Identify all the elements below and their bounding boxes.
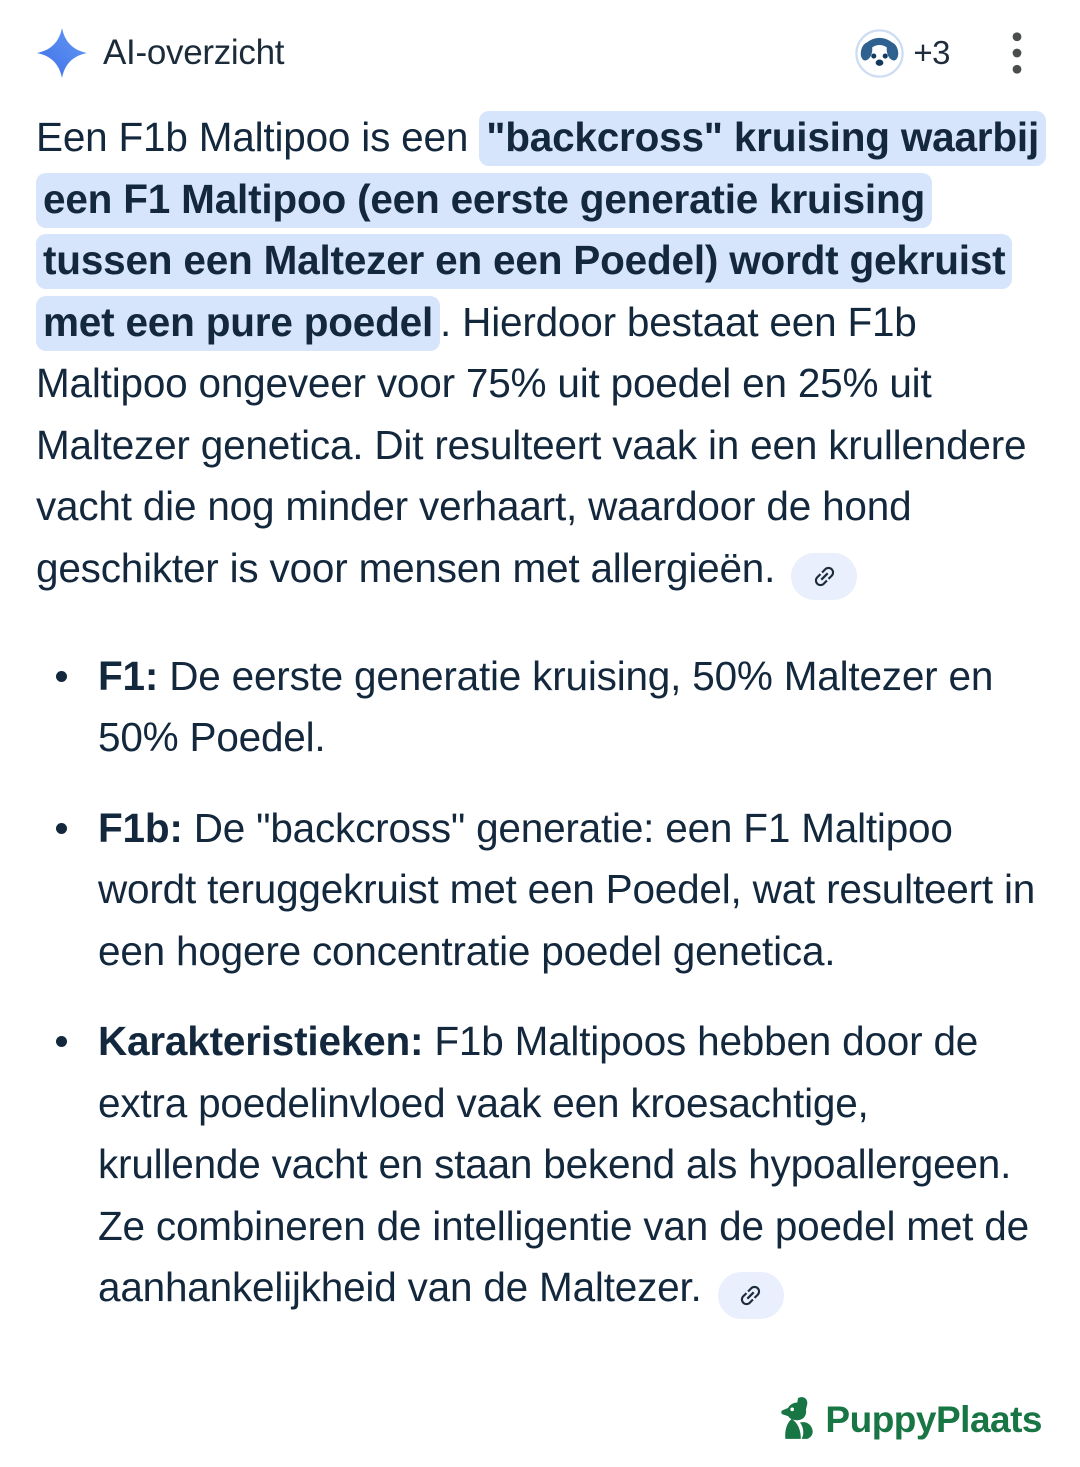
page-title: AI-overzicht xyxy=(103,33,285,72)
key-points-list: F1: De eerste generatie kruising, 50% Ma… xyxy=(36,646,1040,1319)
list-item: Karakteristieken: F1b Maltipoos hebben d… xyxy=(36,1011,1040,1319)
gemini-sparkle-icon xyxy=(37,28,87,78)
source-link-chip[interactable] xyxy=(717,1272,784,1319)
list-item-text: De "backcross" generatie: een F1 Maltipo… xyxy=(98,804,1036,974)
list-item: F1: De eerste generatie kruising, 50% Ma… xyxy=(36,646,1040,769)
list-item-lead: Karakteristieken: xyxy=(98,1018,424,1064)
intro-text-post: . Hierdoor bestaat een F1b Maltipoo onge… xyxy=(36,298,1027,591)
list-item-lead: F1: xyxy=(98,652,159,699)
brand-name: PuppyPlaats xyxy=(825,1399,1042,1440)
kebab-menu-icon[interactable] xyxy=(994,27,1040,79)
link-icon xyxy=(814,566,834,586)
list-item-text: F1b Maltipoos hebben door de extra poede… xyxy=(98,1018,1029,1310)
source-link-chip[interactable] xyxy=(791,552,858,600)
link-icon xyxy=(740,1285,761,1306)
dog-favicon-avatar xyxy=(855,28,905,78)
green-dog-logo-icon xyxy=(781,1397,814,1439)
puppyplaats-logo: PuppyPlaats xyxy=(779,1394,1042,1442)
header-actions: +3 xyxy=(855,27,1040,79)
list-item-text: De eerste generatie kruising, 50% Maltez… xyxy=(98,652,994,761)
list-item-lead: F1b: xyxy=(98,804,183,851)
sources-count: +3 xyxy=(913,34,950,71)
intro-text-pre: Een F1b Maltipoo is een xyxy=(36,114,480,160)
ai-overview-header: AI-overzicht +3 xyxy=(0,0,1080,79)
ai-overview-content: Een F1b Maltipoo is een "backcross" krui… xyxy=(0,107,1080,1319)
sources-chip[interactable]: +3 xyxy=(855,28,950,78)
list-item: F1b: De "backcross" generatie: een F1 Ma… xyxy=(36,798,1040,983)
intro-paragraph: Een F1b Maltipoo is een "backcross" krui… xyxy=(36,107,1046,600)
